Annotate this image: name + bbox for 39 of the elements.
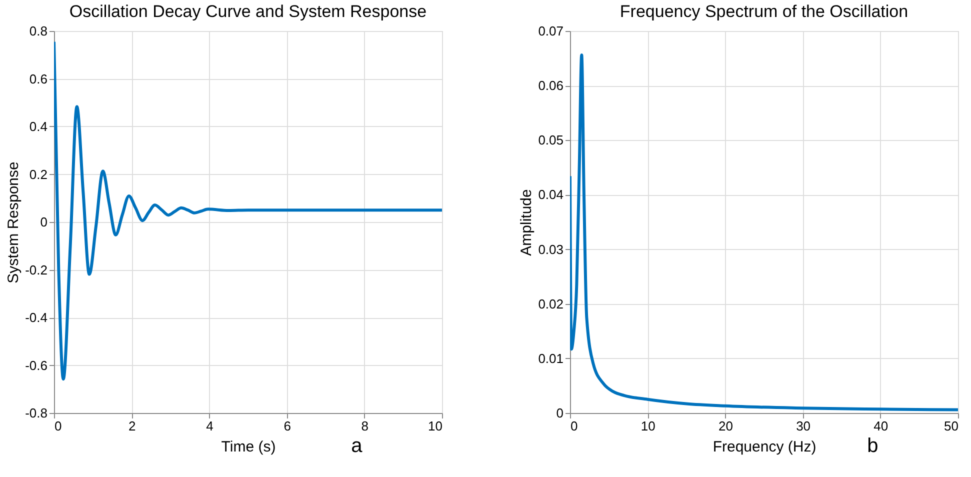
x-tick-label: 0 — [570, 418, 578, 434]
x-tick-label: 20 — [718, 418, 733, 434]
y-tick-label: 0.05 — [538, 132, 564, 148]
line-series — [570, 54, 958, 412]
x-tick-label: 40 — [874, 418, 888, 434]
y-tick-label: 0.04 — [538, 187, 564, 202]
text: b — [867, 435, 878, 457]
x-tick-label: 10 — [640, 418, 656, 434]
y-tick-label: 0.01 — [538, 350, 564, 366]
y-tick-label: -0.4 — [25, 310, 48, 325]
x-tick-label: 4 — [206, 418, 214, 434]
x-tick-label: 0 — [54, 418, 62, 434]
y-tick-label: -0.8 — [25, 406, 48, 420]
chart-title: Frequency Spectrum of the Oscillation — [620, 2, 908, 21]
x-axis-title: Frequency (Hz) — [712, 438, 816, 456]
x-axis-title: Time (s) — [221, 438, 276, 456]
y-tick-label: -0.6 — [25, 358, 48, 373]
y-tick-label: 0.02 — [538, 296, 564, 312]
chart-title: Oscillation Decay Curve and System Response — [69, 2, 427, 21]
y-tick-label: 0.03 — [538, 242, 564, 257]
y-tick-label: 0.07 — [538, 24, 564, 38]
y-tick-label: 0.4 — [29, 119, 48, 134]
x-tick-label: 8 — [361, 418, 369, 434]
x-tick-label: 50 — [944, 418, 958, 434]
y-tick-label: 0 — [40, 214, 48, 230]
line-series — [54, 40, 442, 381]
x-tick-label: 6 — [284, 418, 291, 434]
text: a — [351, 435, 364, 457]
y-tick-label: 0.2 — [29, 166, 48, 182]
y-tick-label: 0 — [556, 406, 564, 420]
y-axis-title: System Response — [5, 162, 22, 284]
y-tick-label: 0.6 — [29, 71, 48, 86]
x-tick-label: 2 — [128, 418, 136, 434]
y-tick-label: -0.2 — [25, 262, 48, 278]
y-tick-label: 0.8 — [29, 24, 48, 38]
x-tick-label: 10 — [428, 418, 442, 434]
y-axis-title: Amplitude — [518, 189, 536, 256]
x-tick-label: 30 — [796, 418, 811, 434]
y-tick-label: 0.06 — [538, 78, 564, 94]
